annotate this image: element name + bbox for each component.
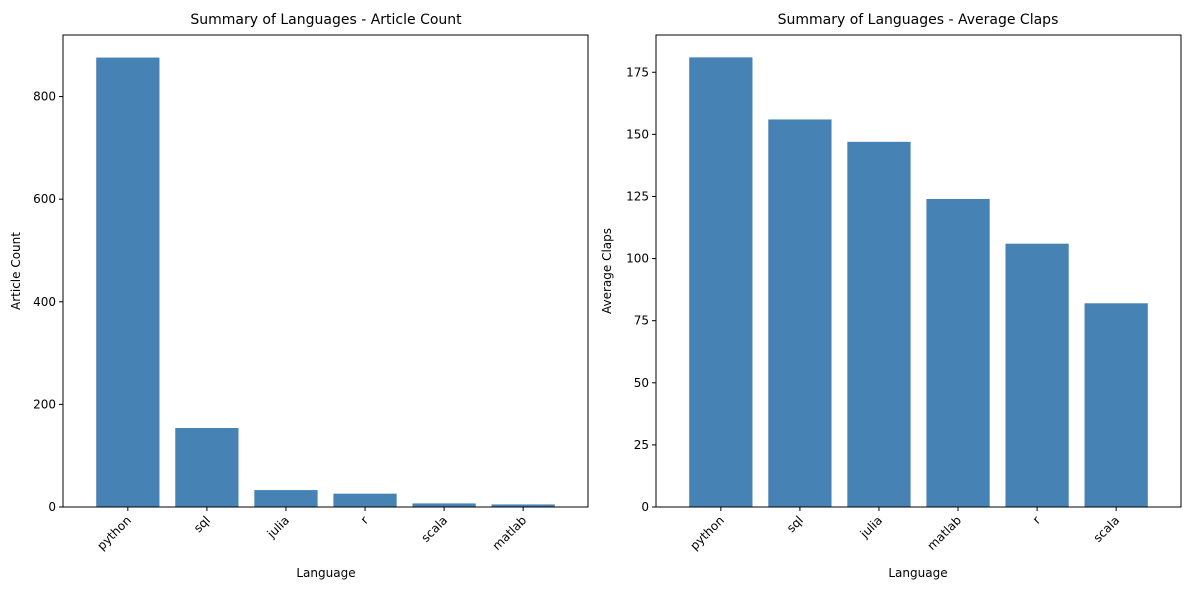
y-axis-label: Average Claps xyxy=(600,228,614,314)
bar-matlab xyxy=(926,198,990,507)
bars xyxy=(96,57,555,507)
bar-r xyxy=(1005,243,1069,508)
chart-title: Summary of Languages - Average Claps xyxy=(778,12,1059,28)
bars xyxy=(689,57,1148,508)
y-tick-label: 800 xyxy=(33,90,56,104)
y-tick-label: 0 xyxy=(641,500,649,514)
y-tick-label: 600 xyxy=(33,192,56,206)
y-tick-label: 175 xyxy=(626,65,649,79)
y-tick-label: 150 xyxy=(626,127,649,141)
y-ticks: 0 200 400 600 800 xyxy=(33,90,63,514)
plot-frame xyxy=(62,34,589,508)
bar-scala xyxy=(1084,303,1148,507)
x-axis-label: Language xyxy=(888,566,947,580)
y-tick-label: 125 xyxy=(626,189,649,203)
y-tick-label: 50 xyxy=(634,376,649,390)
y-tick-label: 200 xyxy=(33,397,56,411)
bar-scala xyxy=(412,503,476,507)
bar-python xyxy=(96,57,160,507)
y-axis-label: Article Count xyxy=(9,232,23,310)
bar-sql xyxy=(175,427,239,507)
x-axis-label: Language xyxy=(296,566,355,580)
plot-frame xyxy=(655,34,1182,508)
bar-r xyxy=(333,493,397,507)
bar-julia xyxy=(254,490,318,507)
bar-python xyxy=(689,57,753,508)
y-tick-label: 400 xyxy=(33,295,56,309)
y-ticks: 0 25 50 75 100 125 150 175 xyxy=(626,65,656,514)
y-tick-label: 75 xyxy=(634,314,649,328)
average-claps-chart: Summary of Languages - Average Claps 0 25… xyxy=(600,12,1182,580)
y-tick-label: 100 xyxy=(626,252,649,266)
bar-matlab xyxy=(491,504,555,507)
y-tick-label: 25 xyxy=(634,438,649,452)
chart-title: Summary of Languages - Article Count xyxy=(190,12,462,28)
bar-julia xyxy=(847,141,911,507)
bar-sql xyxy=(768,119,832,508)
y-tick-label: 0 xyxy=(48,500,56,514)
